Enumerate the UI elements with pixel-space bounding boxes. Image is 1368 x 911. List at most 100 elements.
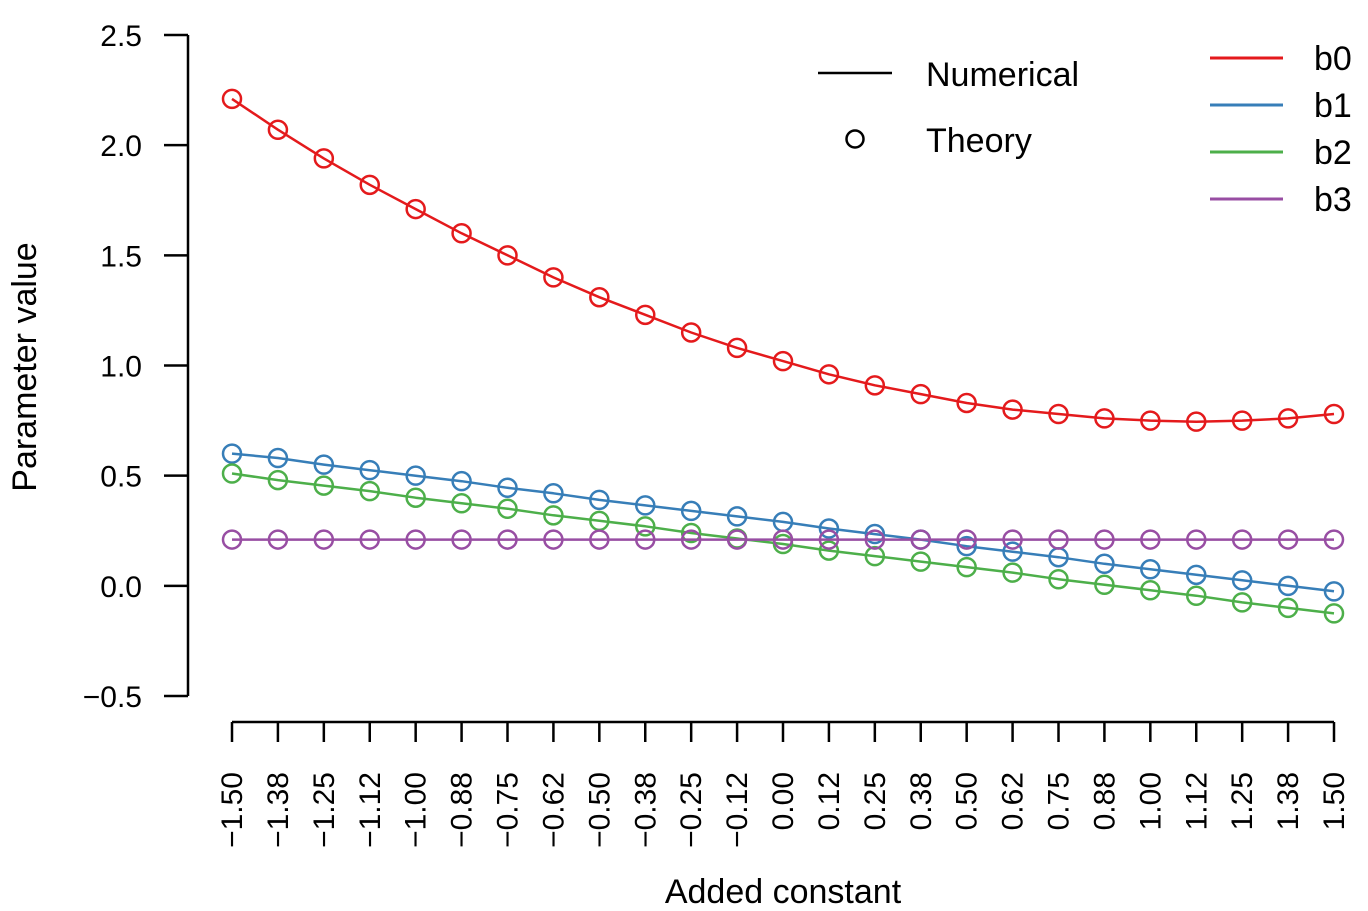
y-tick-label: 1.5 <box>100 240 142 273</box>
theory-point-b2 <box>359 480 380 502</box>
theory-point-b0 <box>726 337 748 359</box>
x-tick-label: 1.25 <box>1226 772 1259 830</box>
theory-point-b2 <box>1231 592 1253 613</box>
theory-point-b1 <box>1323 581 1345 602</box>
series-b2 <box>221 463 1345 624</box>
theory-point-b2 <box>543 505 564 526</box>
theory-point-b0 <box>267 119 289 140</box>
theory-point-b2 <box>680 522 702 544</box>
theory-point-b2 <box>451 492 472 514</box>
theory-point-b3 <box>313 529 335 550</box>
legend-label-b3: b3 <box>1314 181 1352 219</box>
theory-point-b1 <box>1231 570 1253 591</box>
x-tick-label: −1.00 <box>400 772 433 848</box>
theory-point-b3 <box>543 529 564 550</box>
theory-point-b1 <box>543 483 564 504</box>
theory-point-b1 <box>1140 559 1161 580</box>
legend-label-b0: b0 <box>1314 40 1352 78</box>
theory-point-b0 <box>1140 410 1161 431</box>
theory-point-b2 <box>221 463 243 484</box>
theory-point-b1 <box>267 447 289 469</box>
theory-point-b3 <box>864 529 886 550</box>
theory-point-b0 <box>1231 410 1253 431</box>
legend-numerical-label: Numerical <box>926 56 1079 94</box>
theory-point-b3 <box>1231 529 1253 550</box>
theory-point-b0 <box>451 223 472 244</box>
theory-point-b1 <box>1094 553 1115 575</box>
theory-point-b0 <box>864 375 886 396</box>
theory-point-b0 <box>635 304 656 326</box>
theory-point-b3 <box>910 529 931 550</box>
theory-point-b3 <box>956 529 977 550</box>
theory-point-b3 <box>497 529 518 550</box>
y-tick-label: 2.5 <box>100 20 142 53</box>
theory-point-b0 <box>543 267 564 288</box>
theory-point-b0 <box>910 383 931 405</box>
theory-point-b1 <box>1002 541 1023 562</box>
theory-point-b3 <box>1186 529 1207 550</box>
theory-point-b2 <box>864 545 886 567</box>
theory-point-b3 <box>267 529 289 550</box>
x-tick-label: 0.12 <box>813 772 846 830</box>
theory-point-b3 <box>221 529 243 550</box>
series-line-b1 <box>231 452 1335 593</box>
legend-series: b0 b1 b2 b3 <box>1210 40 1352 219</box>
x-axis: −1.50 −1.38 −1.25 −1.12 −1.00 −0.88 −0.75 −0.62… <box>216 720 1351 848</box>
x-tick-label: 0.00 <box>767 772 800 830</box>
x-tick-label: 1.38 <box>1272 772 1305 830</box>
series-b0 <box>221 88 1345 432</box>
x-tick-label: 1.12 <box>1180 772 1213 830</box>
y-tick-label: 1.0 <box>100 351 142 384</box>
series-line-b2 <box>231 472 1335 615</box>
x-tick-label: −0.62 <box>537 772 570 848</box>
legend-label-b1: b1 <box>1314 87 1352 125</box>
y-tick-label: 2.0 <box>100 130 142 163</box>
theory-point-b0 <box>1186 411 1207 432</box>
x-tick-label: −1.25 <box>308 772 341 848</box>
theory-point-b2 <box>1002 562 1023 583</box>
legend-label-b2: b2 <box>1314 134 1352 172</box>
legend-theory-circle <box>845 129 865 149</box>
theory-point-b3 <box>405 529 426 550</box>
theory-point-b3 <box>1094 529 1115 550</box>
theory-point-b1 <box>313 454 335 475</box>
theory-point-b0 <box>680 322 702 343</box>
theory-point-b0 <box>405 198 426 220</box>
x-tick-label: −0.50 <box>583 772 616 848</box>
theory-point-b0 <box>1002 399 1023 420</box>
theory-point-b2 <box>267 469 289 491</box>
theory-point-b2 <box>635 516 656 537</box>
theory-point-b3 <box>772 529 794 550</box>
x-tick-label: 1.50 <box>1318 772 1351 830</box>
theory-point-b2 <box>1277 597 1299 619</box>
y-tick-label: −0.5 <box>83 681 142 714</box>
theory-point-b2 <box>313 475 335 496</box>
x-tick-label: −0.38 <box>629 772 662 848</box>
y-axis-title: Parameter value <box>6 242 44 491</box>
theory-point-b1 <box>405 465 426 486</box>
series-line-b0 <box>231 97 1335 423</box>
theory-point-b1 <box>818 518 840 539</box>
theory-point-b2 <box>1094 574 1115 595</box>
theory-point-b2 <box>405 487 426 508</box>
x-axis-title: Added constant <box>665 873 902 911</box>
theory-point-b2 <box>818 540 840 561</box>
theory-point-b3 <box>451 529 472 550</box>
theory-point-b2 <box>1186 585 1207 606</box>
theory-point-b1 <box>635 495 656 516</box>
theory-point-b1 <box>864 523 886 545</box>
legend-theory-label: Theory <box>926 122 1032 160</box>
x-tick-label: 0.38 <box>905 772 938 830</box>
theory-point-b1 <box>221 443 243 464</box>
theory-point-b3 <box>1048 529 1069 550</box>
theory-point-b2 <box>956 556 977 578</box>
theory-point-b1 <box>451 470 472 492</box>
theory-point-b2 <box>1323 603 1345 624</box>
theory-point-b2 <box>497 498 518 519</box>
x-tick-label: −1.38 <box>262 772 295 848</box>
theory-point-b0 <box>1277 408 1299 429</box>
x-tick-label: −1.12 <box>354 772 387 848</box>
theory-point-b2 <box>1048 568 1069 590</box>
theory-point-b2 <box>1140 579 1161 601</box>
